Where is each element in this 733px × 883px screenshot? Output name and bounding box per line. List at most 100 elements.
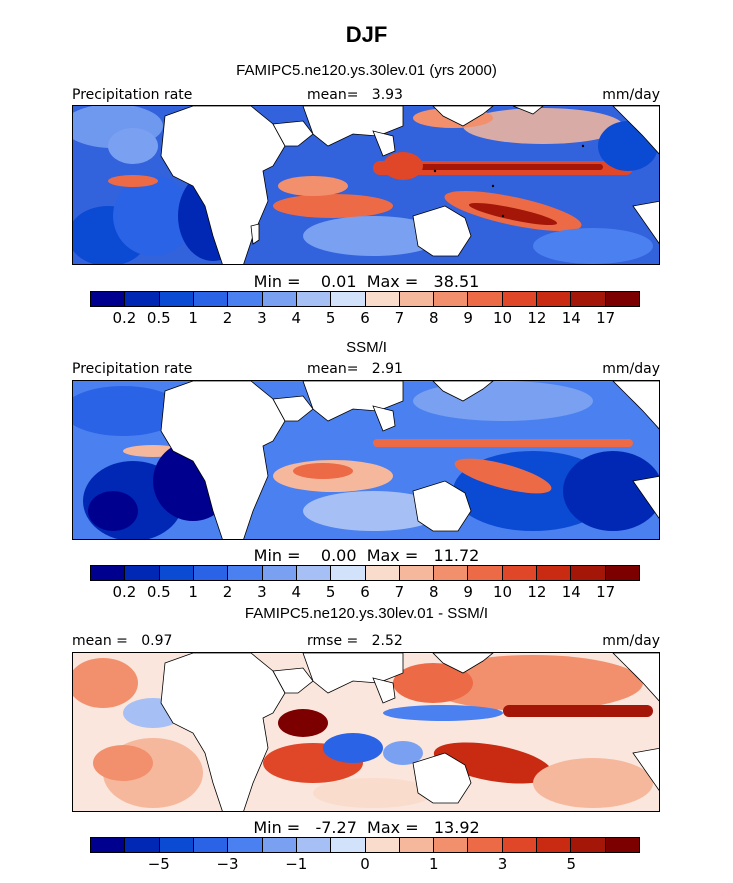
colorbar-tick-label: 0.2 [112,583,137,601]
colorbar-cell [502,566,538,580]
colorbar-cell [537,292,572,306]
colorbar-cell [434,292,469,306]
panel-diff-mean-label: mean = 0.97 [72,633,173,649]
colorbar-tick-label: 4 [291,583,302,601]
colorbar-tick-label: 14 [561,583,581,601]
colorbar-cell [571,292,606,306]
panel-model-colorbar-ticks: 0.2 0.5 1 2 3 4 5 6 7 8 9 10 12 14 17 [90,309,640,327]
colorbar-cell [125,566,160,580]
colorbar-cell [468,566,503,580]
colorbar-cell [262,292,297,306]
colorbar-cell [571,566,606,580]
colorbar-cell [331,838,366,852]
panel-obs-map [72,380,660,540]
colorbar-cell [605,292,639,306]
colorbar-cell [125,838,160,852]
colorbar-tick-label: 8 [428,309,439,327]
colorbar-tick-label: 10 [492,583,513,601]
colorbar-cell [228,566,263,580]
colorbar-tick-label: 7 [394,309,405,327]
colorbar-cell [91,292,126,306]
panel-obs-units-label: mm/day [602,361,660,377]
colorbar-tick-label: 8 [428,583,439,601]
figure-title: DJF [345,22,388,47]
colorbar-cell [399,292,435,306]
colorbar-tick-label: 4 [291,309,302,327]
colorbar-tick-label: 9 [463,583,473,601]
colorbar-cell [502,838,538,852]
colorbar-tick-label: 14 [561,309,581,327]
panel-diff-subtitle: FAMIPC5.ne120.ys.30lev.01 - SSM/I [244,605,489,622]
colorbar-cell [365,566,400,580]
colorbar-tick-label: 9 [463,309,473,327]
panel-model-mean-label: mean= 3.93 [307,87,403,103]
colorbar-tick-label: 17 [596,583,616,601]
colorbar-tick-label: 0 [360,855,370,873]
colorbar-cell [159,292,194,306]
panel-model-left-label: Precipitation rate [72,87,193,103]
colorbar-tick-label: 2 [222,583,233,601]
panel-model-colorbar [90,291,640,307]
colorbar-cell [605,838,639,852]
colorbar-cell [468,292,503,306]
panel-diff-colorbar-ticks: −5 −3 −1 0 1 3 5 [90,855,640,873]
panel-obs-colorbar-ticks: 0.2 0.5 1 2 3 4 5 6 7 8 9 10 12 14 17 [90,583,640,601]
colorbar-cell [434,838,469,852]
colorbar-cell [537,566,572,580]
panel-model-subtitle: FAMIPC5.ne120.ys.30lev.01 (yrs 2000) [236,62,497,79]
colorbar-cell [331,292,366,306]
colorbar-cell [296,292,332,306]
colorbar-tick-label: 0.5 [146,309,171,327]
colorbar-cell [193,292,229,306]
panel-model-units-label: mm/day [602,87,660,103]
colorbar-cell [228,838,263,852]
colorbar-tick-label: 12 [527,309,547,327]
colorbar-tick-label: 5 [566,855,577,873]
colorbar-cell [228,292,263,306]
panel-model-map [72,105,660,265]
colorbar-cell [159,566,194,580]
colorbar-tick-label: 6 [360,309,370,327]
panel-obs-left-label: Precipitation rate [72,361,193,377]
colorbar-cell [91,838,126,852]
panel-obs-mean-label: mean= 2.91 [307,361,403,377]
colorbar-cell [331,566,366,580]
colorbar-cell [365,292,400,306]
colorbar-tick-label: 1 [428,855,439,873]
colorbar-cell [193,838,229,852]
panel-diff-rmse-label: rmse = 2.52 [307,633,403,649]
colorbar-cell [605,566,639,580]
colorbar-tick-label: 3 [257,583,267,601]
colorbar-tick-label: 10 [492,309,513,327]
colorbar-cell [159,838,194,852]
colorbar-cell [262,838,297,852]
colorbar-cell [571,838,606,852]
panel-diff-units-label: mm/day [602,633,660,649]
colorbar-cell [296,838,332,852]
colorbar-cell [262,566,297,580]
colorbar-cell [537,838,572,852]
colorbar-tick-label: 5 [325,309,336,327]
colorbar-cell [434,566,469,580]
colorbar-tick-label: 3 [497,855,508,873]
colorbar-tick-label: 3 [257,309,267,327]
colorbar-tick-label: 7 [394,583,405,601]
panel-diff-map [72,652,660,812]
colorbar-cell [468,838,503,852]
colorbar-tick-label: 1 [188,309,198,327]
colorbar-tick-label: 12 [527,583,547,601]
colorbar-tick-label: 0.2 [112,309,137,327]
colorbar-tick-label: 0.5 [146,583,171,601]
colorbar-cell [399,838,435,852]
colorbar-cell [502,292,538,306]
colorbar-tick-label: 17 [596,309,616,327]
colorbar-tick-label: 6 [360,583,370,601]
panel-obs-subtitle: SSM/I [346,339,387,356]
colorbar-cell [399,566,435,580]
panel-diff-min-max: Min = -7.27 Max = 13.92 [253,818,480,837]
colorbar-cell [125,292,160,306]
panel-obs-min-max: Min = 0.00 Max = 11.72 [253,546,480,565]
colorbar-tick-label: −3 [216,855,239,873]
colorbar-cell [365,838,400,852]
colorbar-cell [193,566,229,580]
